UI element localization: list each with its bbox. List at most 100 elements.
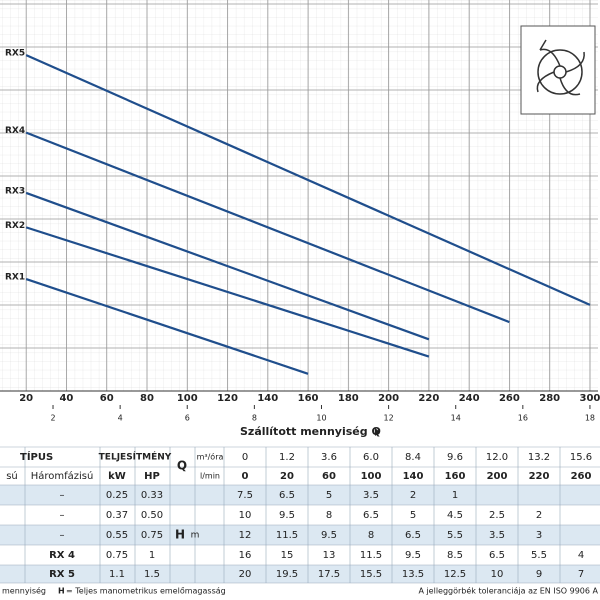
row-bg — [0, 565, 600, 583]
x-tick-label: 300 — [580, 393, 600, 404]
cell-text: 11.5 — [276, 530, 298, 541]
x-tick-label: 80 — [140, 393, 154, 404]
cell-text: 5.5 — [531, 550, 547, 561]
x-tick-label: 20 — [19, 393, 33, 404]
series-label: RX3 — [5, 186, 25, 196]
line — [25, 277, 309, 375]
cell-text: Háromfázisú — [31, 470, 94, 482]
cell-text: 3.5 — [489, 530, 505, 541]
cell-text: RX 5 — [49, 569, 75, 580]
cell-text: 0 — [242, 452, 248, 463]
cell-text: 1.2 — [279, 452, 295, 463]
x2-tick-label: 8 — [252, 414, 257, 423]
series-label: RX4 — [5, 126, 25, 136]
cell-text: 5.5 — [447, 530, 463, 541]
cell-text: 0.50 — [141, 510, 163, 521]
cell-text: 0.33 — [141, 490, 163, 501]
cell-text: Q — [177, 459, 187, 473]
line — [25, 191, 430, 341]
x-tick-label: 260 — [499, 393, 520, 404]
footer-text: A jelleggörbék toleranciája az EN ISO 99… — [418, 586, 598, 596]
x2-tick-label: 4 — [118, 414, 123, 423]
cell-text: 4.5 — [447, 510, 463, 521]
cell-text: – — [60, 510, 65, 521]
cell-text: 5 — [326, 490, 332, 501]
cell-text: TÍPUS — [20, 450, 53, 463]
cell-text: 0.37 — [106, 510, 128, 521]
row-bg — [0, 545, 600, 565]
cell-text: 20 — [239, 569, 252, 580]
cell-text: 15 — [281, 550, 294, 561]
cell-text: RX 4 — [49, 550, 75, 561]
cell-text: 200 — [487, 471, 508, 482]
cell-text: 12 — [239, 530, 252, 541]
cell-text: 16 — [239, 550, 252, 561]
cell-text: 9.5 — [321, 530, 337, 541]
cell-text: 2 — [536, 510, 542, 521]
cell-text: 6.0 — [363, 452, 379, 463]
cell-text: 4 — [578, 550, 584, 561]
cell-text: 0 — [242, 471, 249, 482]
cell-text: 7 — [578, 569, 584, 580]
cell-text: 9 — [536, 569, 542, 580]
cell-text: 13.2 — [528, 452, 550, 463]
x-tick-label: 200 — [378, 393, 399, 404]
footer-text: H — [58, 587, 65, 596]
series-label: RX2 — [5, 221, 25, 231]
cell-text: 20 — [280, 471, 294, 482]
x-tick-label: 280 — [539, 393, 560, 404]
cell-text: 3.6 — [321, 452, 337, 463]
footer-text: = Teljes manometrikus emelőmagasság — [66, 587, 226, 596]
arrow — [375, 428, 380, 436]
x-tick-label: 100 — [177, 393, 198, 404]
row-bg — [0, 525, 600, 545]
cell-text: 1.5 — [144, 569, 160, 580]
x2-tick-label: 6 — [185, 414, 190, 423]
cell-text: 6.5 — [405, 530, 421, 541]
x-tick-label: 220 — [418, 393, 439, 404]
cell-text: 9.5 — [279, 510, 295, 521]
cell-text: 5 — [410, 510, 416, 521]
cell-text: – — [60, 490, 65, 501]
cell-text: 8 — [326, 510, 332, 521]
cell-text: 6.5 — [363, 510, 379, 521]
cell-text: 8.5 — [447, 550, 463, 561]
cell-text: 260 — [571, 471, 592, 482]
cell-text: 100 — [361, 471, 382, 482]
line — [25, 131, 510, 324]
footer-text: mennyiség — [2, 586, 46, 596]
cell-text: 1 — [149, 550, 155, 561]
cell-text: 3.5 — [363, 490, 379, 501]
plot: RX5 RX4 RX3 RX2 RX1 — [5, 49, 591, 375]
cell-text: 140 — [403, 471, 424, 482]
x2-tick-label: 10 — [316, 414, 326, 423]
cell-text: 8.4 — [405, 452, 421, 463]
cell-text: 9.5 — [405, 550, 421, 561]
cell-text: 15.5 — [360, 569, 382, 580]
cell-text: 13.5 — [402, 569, 424, 580]
cell-text: m³/óra — [197, 452, 224, 462]
cell-text: 15.6 — [570, 452, 592, 463]
cell-text: m — [191, 531, 200, 541]
cell-text: 12.5 — [444, 569, 466, 580]
series-label: RX5 — [5, 49, 25, 59]
cell-text: 3 — [536, 530, 542, 541]
x-tick-label: 140 — [257, 393, 278, 404]
cell-text: l/min — [200, 472, 220, 481]
cell-text: 0.25 — [106, 490, 128, 501]
cell-text: 0.75 — [106, 550, 128, 561]
x2-tick-label: 14 — [451, 414, 461, 423]
cell-text: H — [175, 528, 185, 542]
line — [25, 226, 430, 358]
cell-text: 2.5 — [489, 510, 505, 521]
grid — [0, 0, 598, 392]
cell-text: 6.5 — [489, 550, 505, 561]
x-tick-label: 240 — [459, 393, 480, 404]
x-tick-label: 40 — [59, 393, 73, 404]
cell-text: 1.1 — [109, 569, 125, 580]
cell-text: 0.75 — [141, 530, 163, 541]
line — [25, 54, 591, 306]
row-bg — [0, 485, 600, 505]
